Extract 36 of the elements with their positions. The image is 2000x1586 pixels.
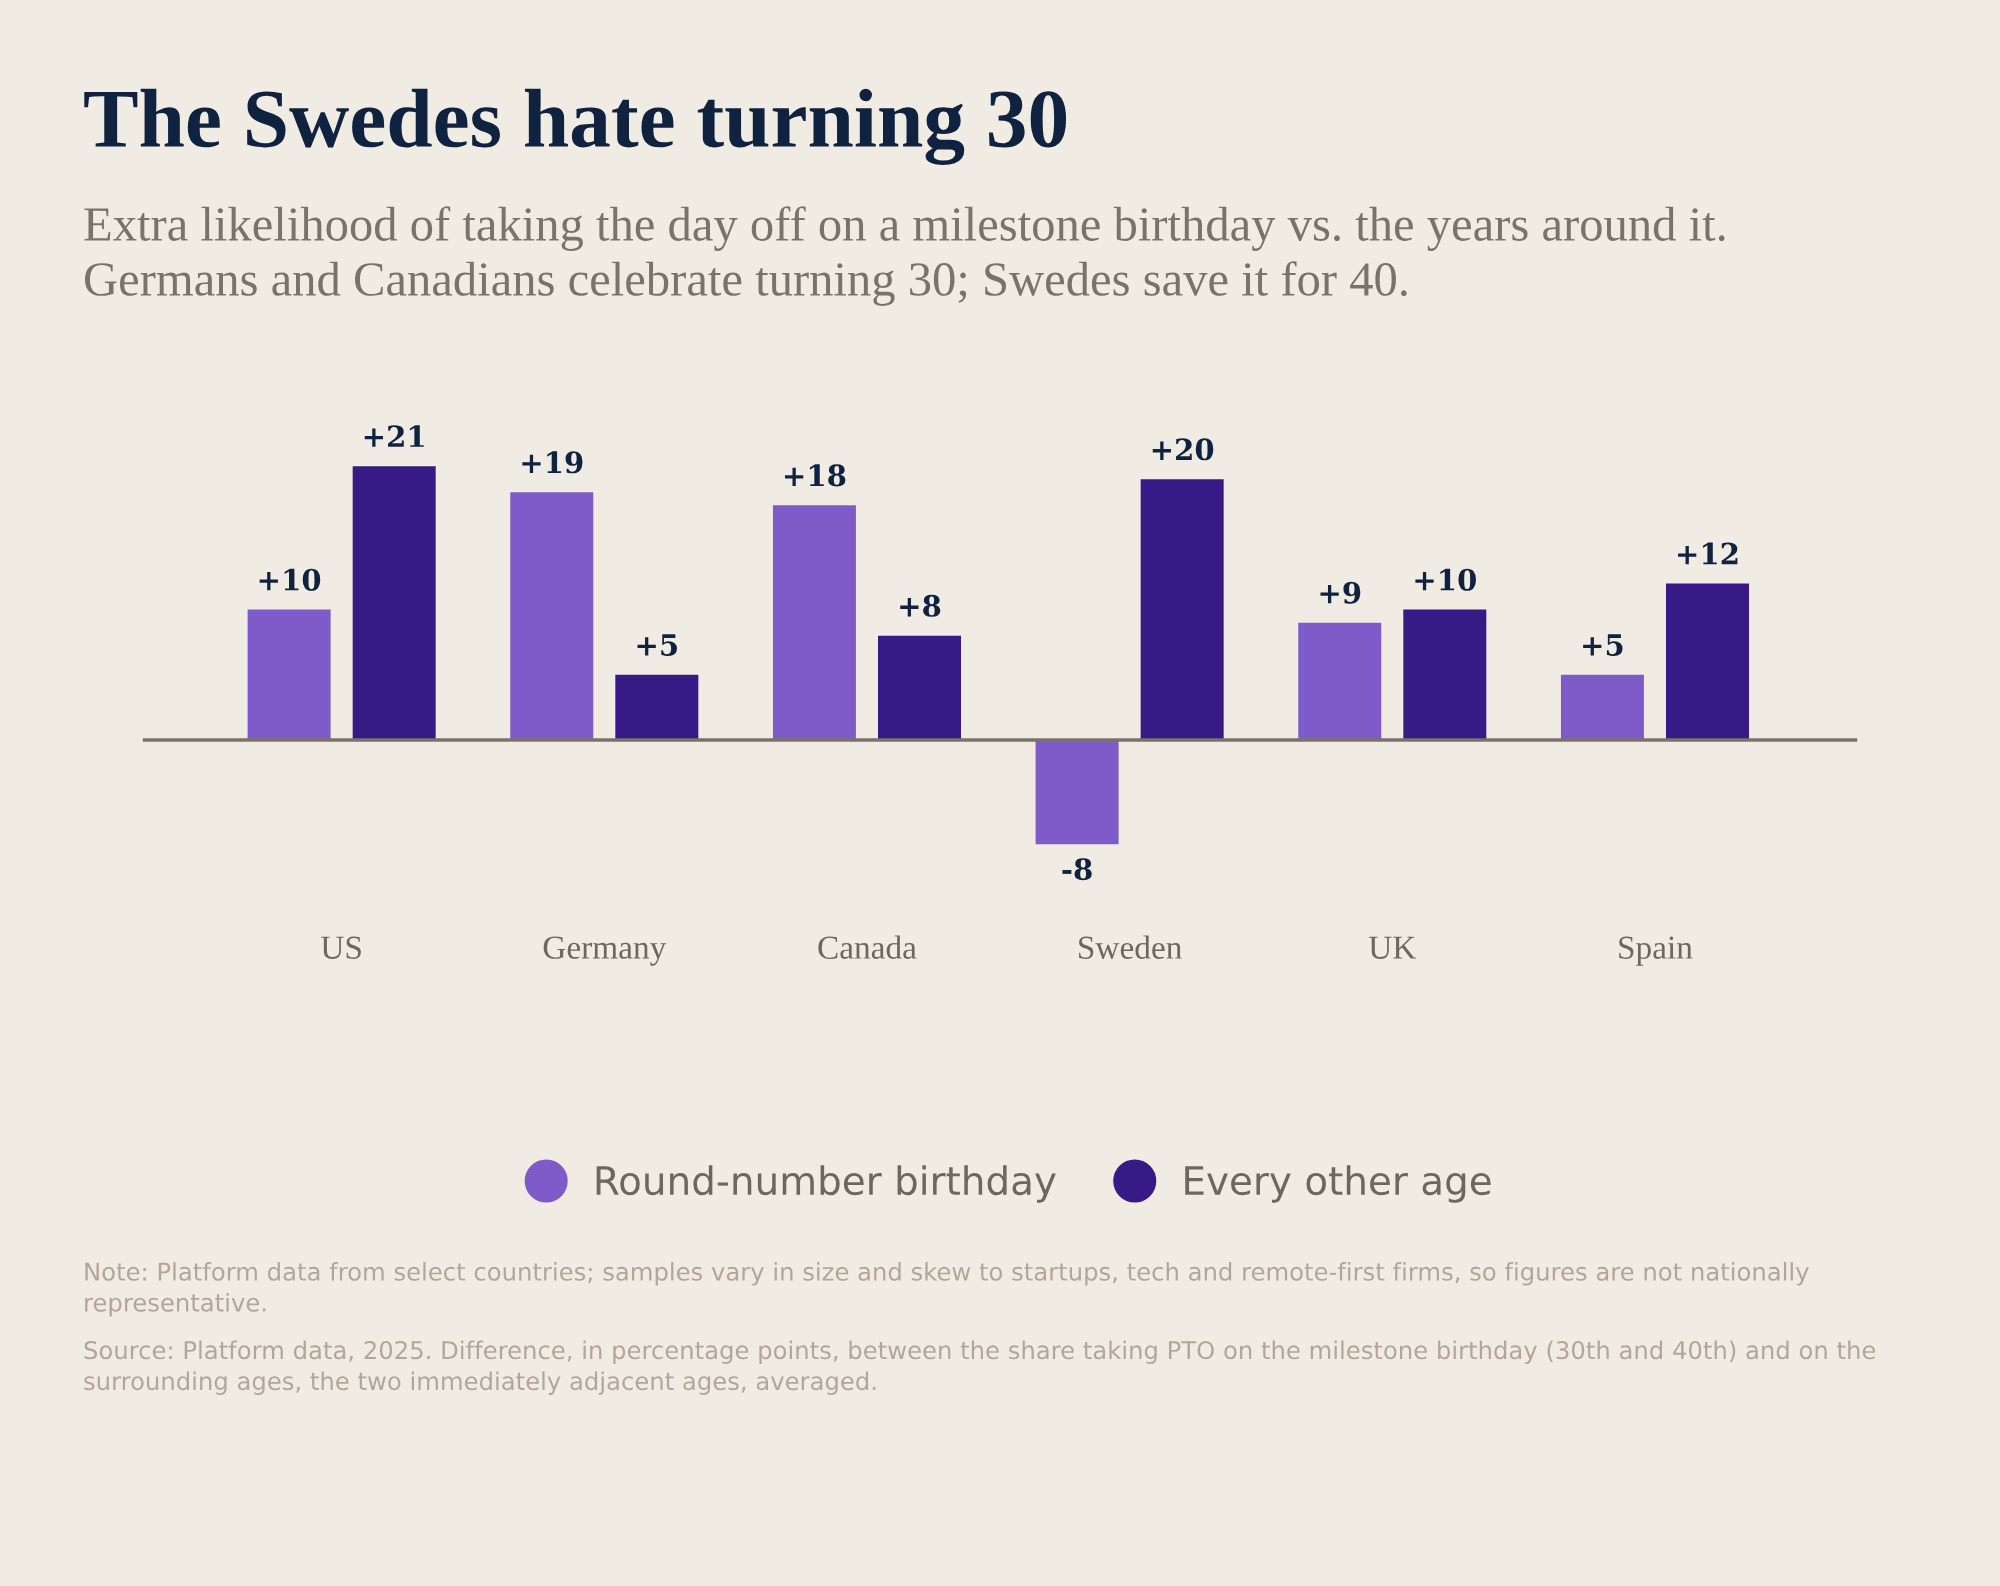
bar [1560, 674, 1644, 741]
x-tick-label: UK [1368, 936, 1417, 959]
bar [247, 609, 331, 741]
x-tick-label: Canada [818, 935, 917, 959]
data-label: +10 [1415, 568, 1476, 591]
chart-title: The Swedes hate turning 30 [84, 88, 1067, 165]
x-tick-label: US [321, 936, 361, 959]
data-label: +12 [1678, 542, 1738, 565]
bar [615, 674, 699, 741]
data-label: +21 [364, 425, 424, 447]
x-tick-label: Sweden [1079, 935, 1182, 959]
data-label: +9 [1320, 581, 1361, 604]
x-tick-label: Spain [1619, 936, 1693, 966]
text: Note: Platform data from select countries; samples vary in size and skew to startups, tech and remote-first firms, so figures are not nationally representative. [85, 1262, 1809, 1317]
bar [1403, 609, 1487, 741]
bar [352, 466, 436, 741]
bar [877, 635, 961, 741]
data-label: +8 [900, 594, 941, 617]
bar [510, 492, 594, 741]
bar [772, 505, 856, 741]
bar [1665, 583, 1749, 741]
data-label: -8 [1062, 858, 1092, 881]
data-label: +10 [259, 568, 321, 591]
legend-label: Every other age [1185, 1165, 1491, 1203]
bar [1140, 479, 1224, 741]
data-label: +18 [785, 464, 846, 487]
chart-subtitle: Extra likelihood of taking the day off on a milestone birthday vs. the years around it. Germans and Canadians celebrate turning 30; Swedes save it for 40. [84, 206, 1725, 306]
x-tick-label: Germany [543, 936, 667, 966]
bar [1035, 740, 1119, 845]
bar [1298, 622, 1382, 741]
data-label: +19 [522, 451, 583, 474]
data-label: +5 [637, 634, 677, 656]
data-label: +20 [1152, 438, 1214, 461]
legend-label: Round-number birthday [596, 1165, 1056, 1203]
data-label: +5 [1583, 634, 1623, 656]
source-note: Source: Platform data, 2025. Difference, in percentage points, between the share taking PTO on the milestone birthday (30th and 40th) and on the surrounding ages, the two immediately adjacent ages, averaged. [84, 1340, 1876, 1395]
